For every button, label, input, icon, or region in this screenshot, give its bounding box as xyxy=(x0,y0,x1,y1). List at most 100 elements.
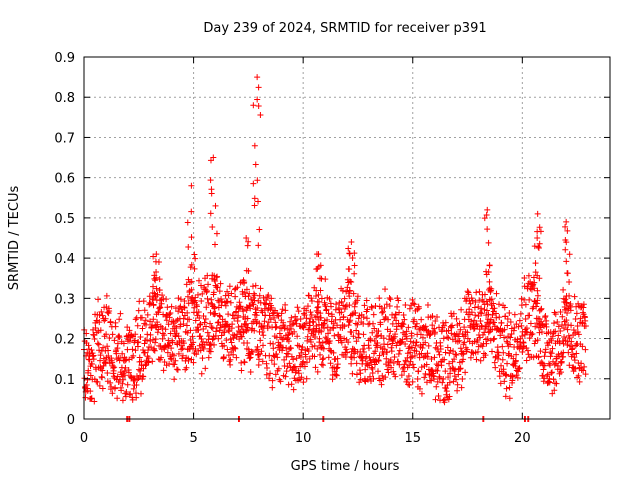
data-point xyxy=(419,344,426,351)
data-point xyxy=(278,310,285,317)
data-point xyxy=(485,239,492,246)
data-point xyxy=(247,369,254,376)
data-point xyxy=(559,338,566,345)
data-point xyxy=(161,332,168,339)
data-point xyxy=(188,234,195,241)
data-point xyxy=(474,348,481,355)
data-point xyxy=(581,363,588,370)
data-point xyxy=(521,274,528,281)
data-point xyxy=(444,344,451,351)
data-point xyxy=(369,329,376,336)
data-point xyxy=(347,354,354,361)
data-point xyxy=(154,321,161,328)
data-point xyxy=(147,338,154,345)
data-point xyxy=(323,306,330,313)
data-point xyxy=(91,398,98,405)
data-point xyxy=(411,301,418,308)
data-point xyxy=(413,339,420,346)
data-point xyxy=(240,328,247,335)
data-point xyxy=(152,292,159,299)
data-point xyxy=(402,340,409,347)
data-point xyxy=(118,387,125,394)
data-point xyxy=(445,396,452,403)
data-point xyxy=(285,338,292,345)
data-point xyxy=(301,311,308,318)
data-point xyxy=(291,363,298,370)
data-point xyxy=(451,373,458,380)
data-point xyxy=(223,337,230,344)
data-point xyxy=(493,290,500,297)
data-point xyxy=(270,345,277,352)
data-point xyxy=(106,334,113,341)
data-point xyxy=(281,324,288,331)
data-point xyxy=(349,370,356,377)
data-point xyxy=(343,346,350,353)
data-point xyxy=(312,364,319,371)
data-point xyxy=(230,351,237,358)
data-point xyxy=(397,339,404,346)
data-point xyxy=(185,276,192,283)
data-point xyxy=(203,323,210,330)
x-tick-label: 0 xyxy=(80,431,88,446)
data-point xyxy=(369,320,376,327)
data-point xyxy=(564,326,571,333)
data-point xyxy=(93,366,100,373)
data-point xyxy=(203,339,210,346)
data-point xyxy=(333,365,340,372)
data-point xyxy=(267,316,274,323)
data-point xyxy=(375,368,382,375)
data-point xyxy=(538,318,545,325)
data-point xyxy=(520,343,527,350)
data-point xyxy=(516,365,523,372)
data-point xyxy=(282,373,289,380)
data-point xyxy=(516,364,523,371)
data-point xyxy=(437,345,444,352)
data-point xyxy=(279,344,286,351)
data-point xyxy=(341,335,348,342)
data-point xyxy=(241,279,248,286)
data-point xyxy=(331,332,338,339)
data-point xyxy=(139,325,146,332)
data-point xyxy=(458,384,465,391)
data-point xyxy=(167,309,174,316)
data-point xyxy=(459,375,466,382)
data-point xyxy=(408,332,415,339)
data-point xyxy=(543,317,550,324)
data-point xyxy=(284,334,291,341)
data-point xyxy=(231,344,238,351)
data-point xyxy=(408,344,415,351)
data-point xyxy=(395,358,402,365)
data-point xyxy=(249,348,256,355)
data-point xyxy=(423,379,430,386)
data-point xyxy=(560,340,567,347)
chart-title: Day 239 of 2024, SRMTID for receiver p39… xyxy=(203,21,486,36)
data-point xyxy=(180,320,187,327)
data-point xyxy=(114,373,121,380)
data-point xyxy=(476,288,483,295)
x-axis-label: GPS time / hours xyxy=(291,459,400,474)
data-point xyxy=(350,333,357,340)
data-point xyxy=(150,253,157,260)
data-point xyxy=(515,323,522,330)
data-point xyxy=(368,304,375,311)
data-point xyxy=(434,378,441,385)
data-point xyxy=(574,322,581,329)
data-point xyxy=(124,346,131,353)
data-point xyxy=(173,324,180,331)
data-point xyxy=(102,315,109,322)
data-point xyxy=(314,368,321,375)
data-point xyxy=(110,365,117,372)
data-point xyxy=(332,306,339,313)
data-point xyxy=(287,318,294,325)
data-point xyxy=(568,322,575,329)
data-point xyxy=(404,376,411,383)
data-point xyxy=(318,295,325,302)
data-point xyxy=(201,319,208,326)
data-point xyxy=(240,313,247,320)
data-point xyxy=(285,350,292,357)
data-point xyxy=(288,314,295,321)
data-point xyxy=(241,358,248,365)
data-point xyxy=(361,302,368,309)
data-point xyxy=(366,354,373,361)
data-point xyxy=(231,315,238,322)
